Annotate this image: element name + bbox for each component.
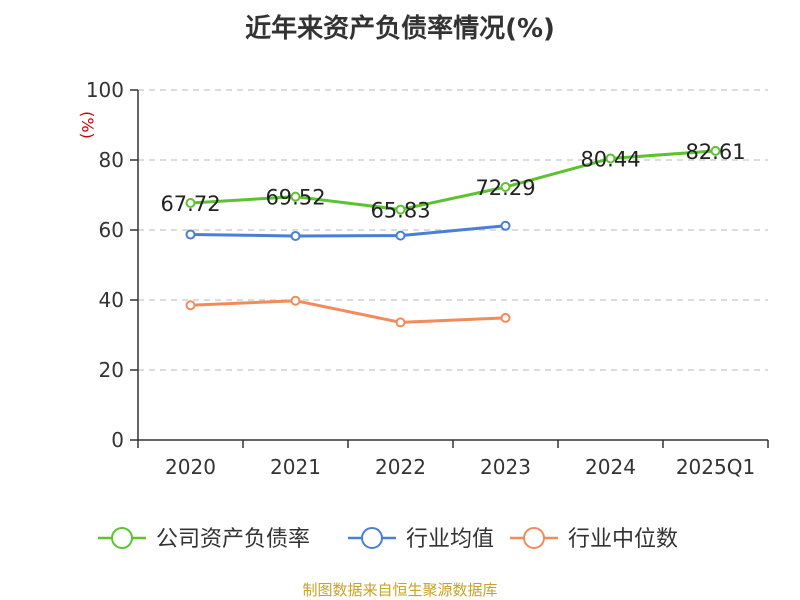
data-point bbox=[500, 312, 511, 323]
series-line-2 bbox=[190, 299, 506, 324]
data-point bbox=[710, 145, 721, 156]
legend-item-0[interactable]: 公司资产负债率 bbox=[98, 527, 310, 552]
x-tick-label: 2024 bbox=[585, 455, 636, 479]
legend-label: 行业均值 bbox=[406, 527, 494, 552]
series-line-1 bbox=[190, 224, 506, 238]
data-point bbox=[185, 229, 196, 240]
data-label: 80.44 bbox=[580, 147, 640, 171]
legend-swatch-marker bbox=[361, 527, 383, 549]
x-tick-label: 2021 bbox=[270, 455, 321, 479]
axes: 0 20 40 60 80 100 2020 2021 2022 2023 2024 2025Q1 bbox=[86, 78, 769, 479]
y-tick-label: 100 bbox=[86, 78, 124, 102]
legend-item-1[interactable]: 行业均值 bbox=[348, 527, 494, 552]
grid-lines bbox=[138, 89, 768, 371]
legend-item-2[interactable]: 行业中位数 bbox=[510, 527, 678, 552]
legend-label: 公司资产负债率 bbox=[156, 527, 310, 552]
y-tick-label: 40 bbox=[99, 288, 124, 312]
data-label: 82.61 bbox=[685, 140, 745, 164]
data-label: 67.72 bbox=[160, 192, 220, 216]
x-tick-label: 2023 bbox=[480, 455, 531, 479]
data-labels: 67.72 69.52 65.83 72.29 80.44 82.61 bbox=[160, 140, 745, 223]
data-label: 65.83 bbox=[370, 199, 430, 223]
x-tick-label: 2025Q1 bbox=[676, 455, 755, 479]
data-point bbox=[395, 230, 406, 241]
chart-title: 近年来资产负债率情况(%) bbox=[245, 14, 555, 44]
y-tick-label: 0 bbox=[111, 428, 124, 452]
series bbox=[185, 145, 721, 328]
legend-label: 行业中位数 bbox=[568, 527, 678, 552]
y-tick-label: 80 bbox=[99, 148, 124, 172]
data-point bbox=[395, 317, 406, 328]
data-point bbox=[290, 295, 301, 306]
data-point bbox=[185, 197, 196, 208]
source-note: 制图数据来自恒生聚源数据库 bbox=[302, 581, 498, 599]
data-point bbox=[185, 300, 196, 311]
data-point bbox=[290, 191, 301, 202]
data-label: 69.52 bbox=[265, 186, 325, 210]
legend[interactable]: 公司资产负债率 行业均值 行业中位数 bbox=[98, 527, 678, 552]
x-tick-label: 2022 bbox=[375, 455, 426, 479]
series-line-0 bbox=[190, 149, 716, 212]
legend-swatch-marker bbox=[111, 527, 133, 549]
data-point bbox=[500, 220, 511, 231]
data-point bbox=[395, 204, 406, 215]
data-point bbox=[290, 230, 301, 241]
data-point bbox=[605, 153, 616, 164]
data-point bbox=[500, 181, 511, 192]
y-tick-label: 20 bbox=[99, 358, 124, 382]
y-axis-unit-label: (%) bbox=[78, 111, 97, 139]
data-label: 72.29 bbox=[475, 176, 535, 200]
legend-swatch-marker bbox=[523, 527, 545, 549]
x-tick-label: 2020 bbox=[165, 455, 216, 479]
y-tick-label: 60 bbox=[99, 218, 124, 242]
